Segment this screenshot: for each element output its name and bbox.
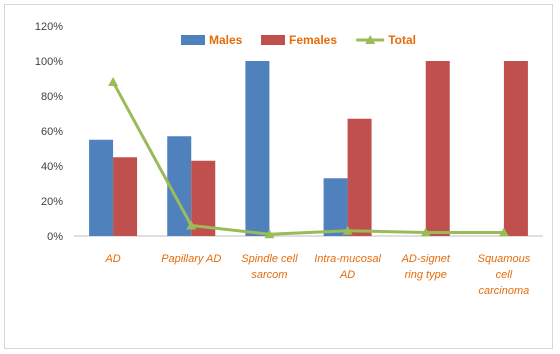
x-category-label: AD bbox=[104, 253, 120, 265]
y-tick-label: 80% bbox=[41, 91, 63, 103]
y-tick-label: 20% bbox=[41, 196, 63, 208]
x-category-label: Intra-mucosal AD bbox=[314, 253, 381, 281]
x-category-label: Papillary AD bbox=[161, 253, 221, 265]
bar-males bbox=[89, 139, 114, 236]
legend-label-males: Males bbox=[209, 33, 243, 47]
legend-swatch-females bbox=[261, 35, 285, 45]
marker-total bbox=[108, 77, 119, 86]
marker-total bbox=[420, 227, 431, 237]
marker-total bbox=[342, 225, 353, 235]
line-total bbox=[111, 81, 504, 236]
marker-total bbox=[498, 227, 509, 237]
marker-total bbox=[186, 220, 197, 230]
bar-females bbox=[347, 118, 372, 236]
y-tick-label: 0% bbox=[47, 231, 63, 243]
bar-males bbox=[323, 178, 348, 236]
y-tick-label: 120% bbox=[35, 21, 63, 33]
y-tick-label: 100% bbox=[35, 56, 63, 68]
x-category-label: AD-signet ring type bbox=[401, 253, 451, 281]
x-category-label: Squamous cell carcinoma bbox=[478, 253, 531, 297]
bar-males bbox=[245, 61, 270, 236]
legend-label-total: Total bbox=[388, 33, 416, 47]
bar-females bbox=[503, 61, 528, 236]
legend-marker-total bbox=[365, 35, 376, 44]
bar-females bbox=[425, 61, 450, 236]
bar-females bbox=[113, 157, 138, 236]
legend-swatch-males bbox=[181, 35, 205, 45]
y-tick-label: 40% bbox=[41, 161, 63, 173]
legend-label-females: Females bbox=[289, 33, 337, 47]
bar-females bbox=[191, 160, 216, 236]
x-category-label: Spindle cell sarcom bbox=[241, 253, 298, 281]
marker-total bbox=[264, 229, 275, 239]
y-tick-label: 60% bbox=[41, 126, 63, 138]
